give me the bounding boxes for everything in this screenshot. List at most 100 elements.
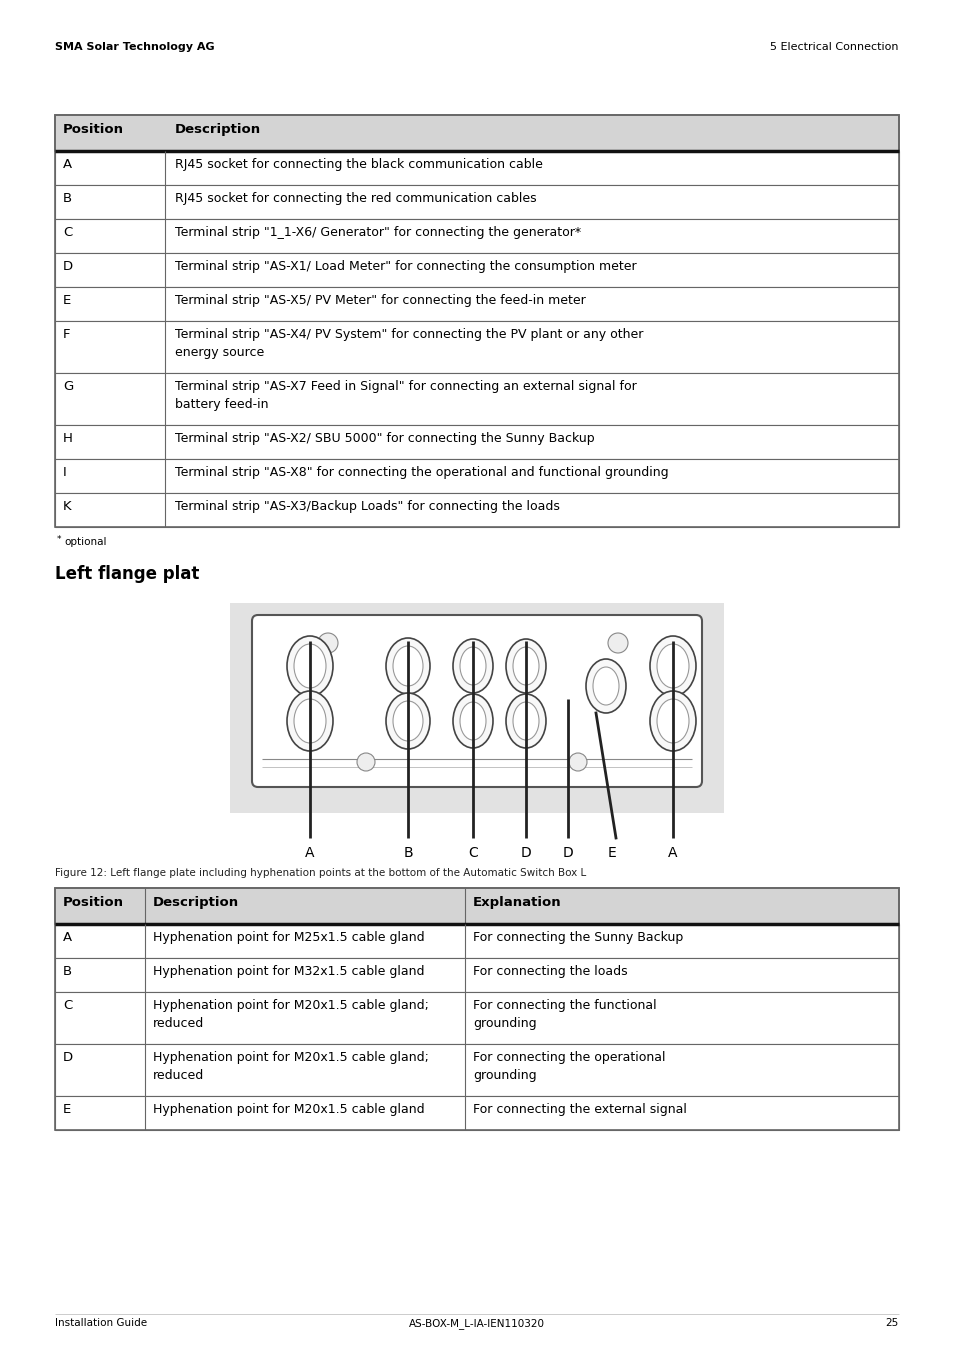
Ellipse shape: [393, 646, 422, 685]
FancyBboxPatch shape: [252, 615, 701, 787]
Ellipse shape: [505, 694, 545, 748]
Bar: [55, 425, 898, 458]
Ellipse shape: [649, 635, 696, 696]
Text: SMA Solar Technology AG: SMA Solar Technology AG: [55, 42, 214, 51]
Text: E: E: [607, 846, 616, 860]
Ellipse shape: [593, 667, 618, 704]
Text: Description: Description: [174, 123, 261, 137]
Bar: [55, 115, 898, 527]
Ellipse shape: [657, 699, 688, 744]
Text: RJ45 socket for connecting the black communication cable: RJ45 socket for connecting the black com…: [174, 158, 542, 170]
Text: D: D: [562, 846, 573, 860]
Text: C: C: [63, 999, 72, 1013]
Bar: [55, 151, 898, 185]
Bar: [55, 287, 898, 320]
Ellipse shape: [585, 658, 625, 713]
Text: For connecting the loads: For connecting the loads: [473, 965, 627, 977]
Ellipse shape: [459, 702, 485, 740]
Ellipse shape: [513, 648, 538, 685]
Text: For connecting the functional
grounding: For connecting the functional grounding: [473, 999, 656, 1030]
Text: For connecting the operational
grounding: For connecting the operational grounding: [473, 1051, 665, 1082]
Ellipse shape: [386, 638, 430, 694]
Text: 5 Electrical Connection: 5 Electrical Connection: [770, 42, 898, 51]
Bar: [55, 888, 898, 1130]
Text: Left flange plat: Left flange plat: [55, 565, 199, 583]
Bar: [55, 373, 898, 425]
Text: Hyphenation point for M25x1.5 cable gland: Hyphenation point for M25x1.5 cable glan…: [152, 932, 424, 944]
Ellipse shape: [568, 753, 586, 771]
Text: K: K: [63, 500, 71, 512]
Ellipse shape: [294, 644, 326, 688]
Text: C: C: [63, 226, 72, 239]
Ellipse shape: [393, 700, 422, 741]
Bar: [55, 253, 898, 287]
Text: Terminal strip "AS-X1/ Load Meter" for connecting the consumption meter: Terminal strip "AS-X1/ Load Meter" for c…: [174, 260, 636, 273]
Text: Terminal strip "AS-X3/Backup Loads" for connecting the loads: Terminal strip "AS-X3/Backup Loads" for …: [174, 500, 559, 512]
Ellipse shape: [453, 639, 493, 694]
Text: Hyphenation point for M32x1.5 cable gland: Hyphenation point for M32x1.5 cable glan…: [152, 965, 424, 977]
Text: Terminal strip "AS-X5/ PV Meter" for connecting the feed-in meter: Terminal strip "AS-X5/ PV Meter" for con…: [174, 293, 585, 307]
Text: Terminal strip "1_1-X6/ Generator" for connecting the generator*: Terminal strip "1_1-X6/ Generator" for c…: [174, 226, 580, 239]
Text: optional: optional: [64, 537, 107, 548]
Text: Position: Position: [63, 123, 124, 137]
Text: Terminal strip "AS-X8" for connecting the operational and functional grounding: Terminal strip "AS-X8" for connecting th…: [174, 466, 668, 479]
Bar: [55, 320, 898, 373]
Text: G: G: [63, 380, 73, 393]
Text: H: H: [63, 433, 72, 445]
Text: RJ45 socket for connecting the red communication cables: RJ45 socket for connecting the red commu…: [174, 192, 536, 206]
Ellipse shape: [287, 635, 333, 696]
Text: *: *: [57, 535, 61, 544]
Text: For connecting the Sunny Backup: For connecting the Sunny Backup: [473, 932, 682, 944]
Text: For connecting the external signal: For connecting the external signal: [473, 1103, 686, 1115]
Text: A: A: [63, 158, 72, 170]
Ellipse shape: [657, 644, 688, 688]
Text: D: D: [520, 846, 531, 860]
Text: D: D: [63, 1051, 73, 1064]
Bar: [55, 185, 898, 219]
Text: Explanation: Explanation: [473, 896, 561, 909]
Ellipse shape: [513, 702, 538, 740]
Bar: [55, 888, 898, 923]
Text: Figure 12: Left flange plate including hyphenation points at the bottom of the A: Figure 12: Left flange plate including h…: [55, 868, 586, 877]
Ellipse shape: [459, 648, 485, 685]
Text: 25: 25: [884, 1318, 898, 1328]
Bar: [55, 959, 898, 992]
Text: C: C: [468, 846, 477, 860]
Text: Terminal strip "AS-X4/ PV System" for connecting the PV plant or any other
energ: Terminal strip "AS-X4/ PV System" for co…: [174, 329, 642, 360]
Ellipse shape: [453, 694, 493, 748]
Text: E: E: [63, 1103, 71, 1115]
Ellipse shape: [356, 753, 375, 771]
Bar: [55, 992, 898, 1044]
Text: A: A: [305, 846, 314, 860]
Ellipse shape: [386, 694, 430, 749]
Ellipse shape: [607, 633, 627, 653]
Text: Installation Guide: Installation Guide: [55, 1318, 147, 1328]
Text: Hyphenation point for M20x1.5 cable gland;
reduced: Hyphenation point for M20x1.5 cable glan…: [152, 1051, 429, 1082]
Ellipse shape: [505, 639, 545, 694]
Text: A: A: [63, 932, 72, 944]
Bar: [55, 219, 898, 253]
Text: B: B: [63, 965, 72, 977]
Text: A: A: [667, 846, 677, 860]
Bar: [55, 115, 898, 151]
Bar: [55, 458, 898, 493]
Text: AS-BOX-M_L-IA-IEN110320: AS-BOX-M_L-IA-IEN110320: [409, 1318, 544, 1329]
Text: E: E: [63, 293, 71, 307]
Text: B: B: [403, 846, 413, 860]
Bar: [230, 603, 723, 813]
Bar: [55, 493, 898, 527]
Bar: [55, 923, 898, 959]
Bar: [55, 1096, 898, 1130]
Text: Position: Position: [63, 896, 124, 909]
Bar: [55, 1044, 898, 1096]
Text: I: I: [63, 466, 67, 479]
Ellipse shape: [287, 691, 333, 750]
Ellipse shape: [294, 699, 326, 744]
Text: D: D: [63, 260, 73, 273]
Text: Hyphenation point for M20x1.5 cable gland;
reduced: Hyphenation point for M20x1.5 cable glan…: [152, 999, 429, 1030]
Ellipse shape: [649, 691, 696, 750]
Text: Terminal strip "AS-X2/ SBU 5000" for connecting the Sunny Backup: Terminal strip "AS-X2/ SBU 5000" for con…: [174, 433, 594, 445]
Text: Description: Description: [152, 896, 239, 909]
Ellipse shape: [317, 633, 337, 653]
Text: B: B: [63, 192, 72, 206]
